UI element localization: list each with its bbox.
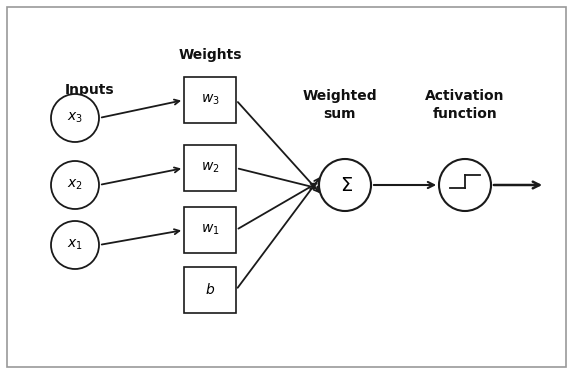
Text: Weighted
sum: Weighted sum <box>303 89 377 121</box>
Text: $w_3$: $w_3$ <box>201 93 219 107</box>
Circle shape <box>51 161 99 209</box>
Text: $x_3$: $x_3$ <box>67 111 83 125</box>
Text: Weights: Weights <box>178 48 242 62</box>
Bar <box>184 145 236 191</box>
Text: $b$: $b$ <box>205 282 215 297</box>
Circle shape <box>51 94 99 142</box>
Text: $w_1$: $w_1$ <box>201 223 219 237</box>
Circle shape <box>51 221 99 269</box>
Text: $w_2$: $w_2$ <box>201 161 219 175</box>
Bar <box>184 267 236 313</box>
Text: $x_2$: $x_2$ <box>67 178 83 192</box>
Bar <box>184 77 236 123</box>
Text: Activation
function: Activation function <box>425 89 505 121</box>
Circle shape <box>319 159 371 211</box>
Text: $x_1$: $x_1$ <box>67 238 83 252</box>
Text: Inputs: Inputs <box>65 83 115 97</box>
Bar <box>184 207 236 253</box>
Text: $\Sigma$: $\Sigma$ <box>339 175 352 194</box>
Circle shape <box>439 159 491 211</box>
